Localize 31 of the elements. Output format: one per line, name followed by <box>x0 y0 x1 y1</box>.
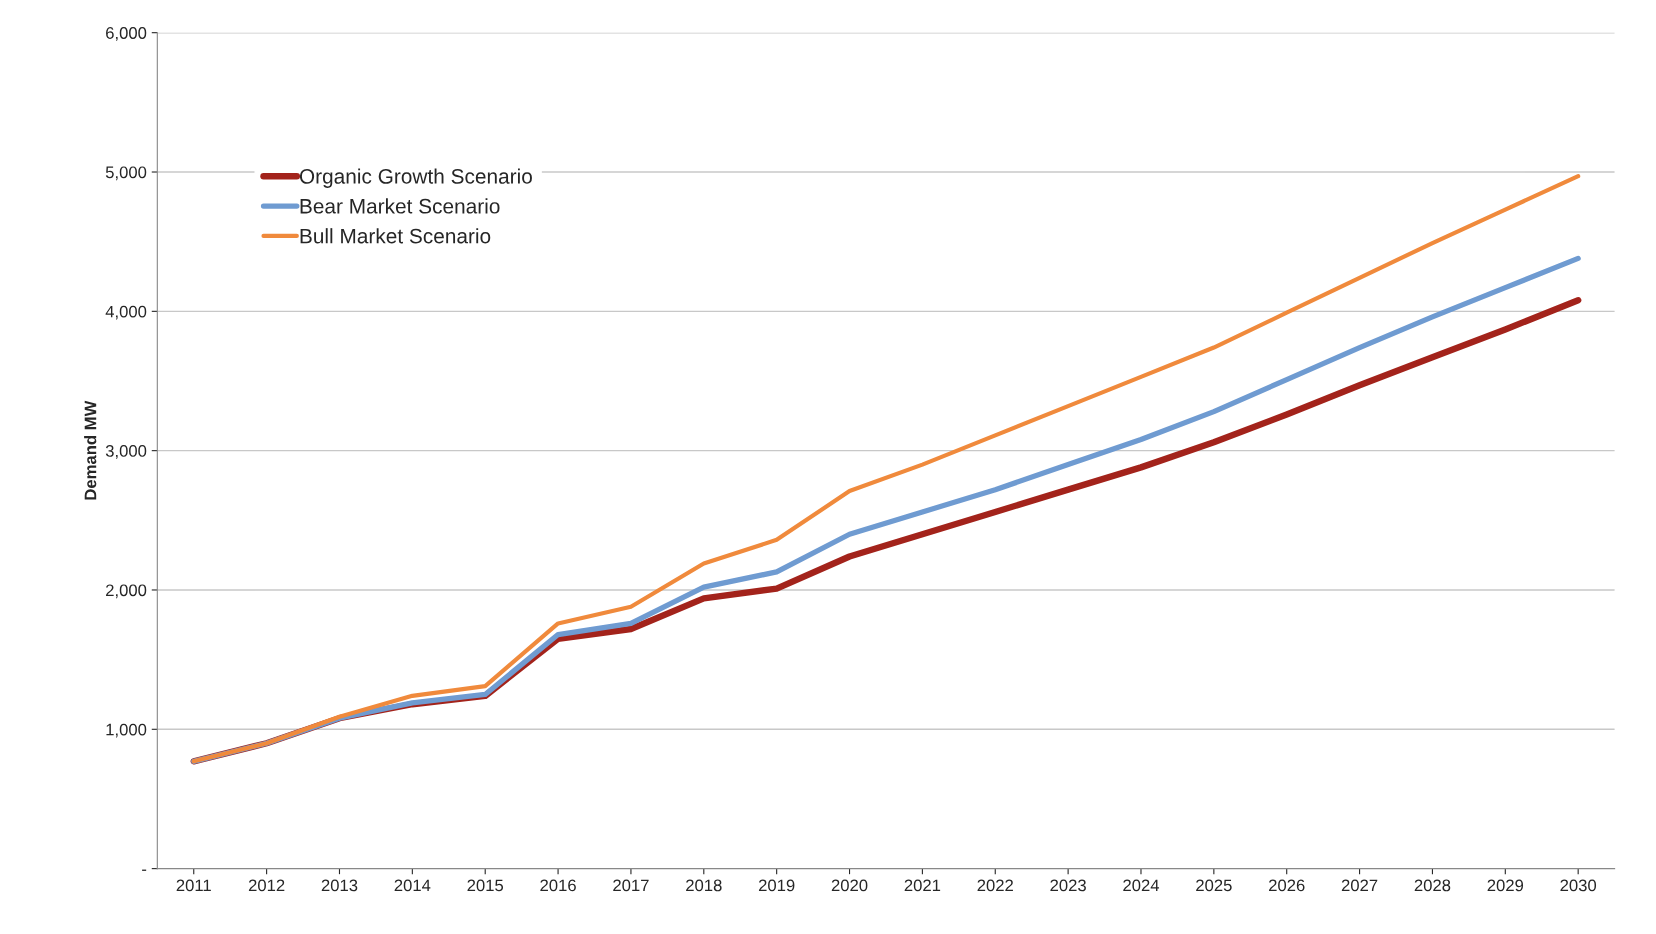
y-tick-label: 6,000 <box>106 27 147 41</box>
x-tick-label: 2029 <box>1487 879 1524 892</box>
x-tick-label: 2023 <box>1050 879 1086 892</box>
x-tick-label: 2021 <box>904 879 941 892</box>
y-tick-label: 4,000 <box>105 305 147 320</box>
x-tick-label: 2026 <box>1269 879 1305 892</box>
x-tick-label: 2014 <box>394 879 431 892</box>
x-tick-label: 2024 <box>1123 879 1160 892</box>
x-tick-label: 2018 <box>686 879 722 892</box>
x-tick-label: 2016 <box>540 879 576 892</box>
x-tick-label: 2015 <box>467 879 504 892</box>
y-tick-label: - <box>142 869 147 871</box>
legend-label: Organic Growth Scenario <box>299 168 532 188</box>
legend-label: Bear Market Scenario <box>300 198 500 214</box>
legend-label: Bull Market Scenario <box>300 228 491 244</box>
x-tick-label: 2027 <box>1341 879 1378 892</box>
y-tick-label: 3,000 <box>105 445 147 459</box>
y-tick-label: 1,000 <box>106 723 147 738</box>
x-tick-label: 2012 <box>248 879 285 892</box>
y-tick-label: 5,000 <box>105 166 147 181</box>
y-tick-label: 2,000 <box>106 584 147 599</box>
x-tick-label: 2020 <box>831 879 868 892</box>
x-tick-label: 2011 <box>176 879 211 892</box>
x-tick-label: 2025 <box>1196 879 1232 892</box>
x-tick-label: 2030 <box>1560 879 1597 892</box>
x-tick-label: 2013 <box>321 879 358 892</box>
y-axis-title: Demand MW <box>84 400 97 500</box>
x-tick-label: 2017 <box>613 879 649 892</box>
x-tick-label: 2028 <box>1414 879 1451 892</box>
x-tick-label: 2022 <box>977 879 1013 892</box>
x-tick-label: 2019 <box>758 879 795 892</box>
